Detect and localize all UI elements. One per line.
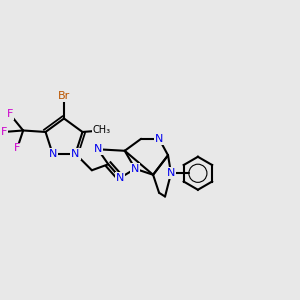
Text: N: N (116, 173, 124, 183)
Text: Br: Br (58, 91, 70, 101)
Text: N: N (155, 134, 163, 144)
Text: N: N (94, 144, 102, 154)
Text: N: N (167, 168, 175, 178)
Text: F: F (7, 109, 13, 119)
Text: N: N (48, 149, 57, 159)
Text: N: N (131, 164, 140, 174)
Text: N: N (71, 149, 80, 159)
Text: F: F (1, 127, 7, 137)
Text: CH₃: CH₃ (93, 125, 111, 136)
Text: F: F (14, 143, 20, 154)
